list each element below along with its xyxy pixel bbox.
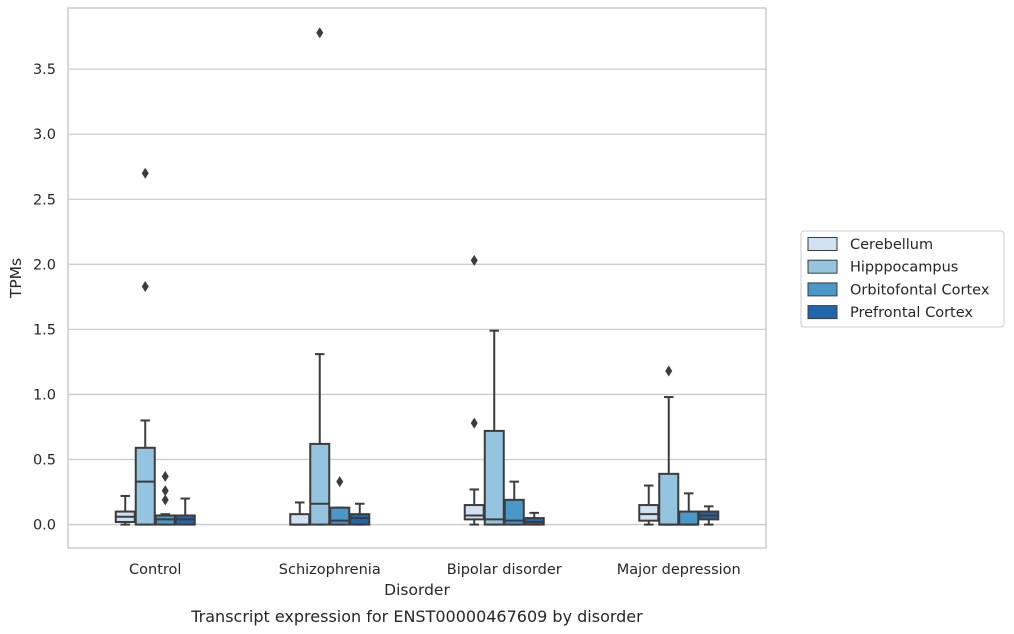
box-orbitofontal-cortex (503, 480, 525, 526)
outlier-point (470, 254, 478, 266)
box-iqr (134, 446, 156, 526)
category-group (463, 254, 545, 526)
box-hipppocampus (483, 329, 505, 526)
grid-lines (68, 68, 766, 526)
category-group (289, 27, 371, 526)
y-tick-label: 1.0 (33, 387, 56, 403)
box-iqr (678, 510, 700, 526)
outlier-point (316, 27, 324, 39)
box-iqr (289, 513, 311, 526)
outlier-point (161, 485, 169, 497)
y-tick-label: 3.5 (33, 62, 56, 78)
x-tick-label: Schizophrenia (279, 562, 381, 578)
outlier-point (665, 365, 673, 377)
y-tick-label: 1.5 (33, 322, 56, 338)
y-tick-label: 3.0 (33, 127, 56, 143)
box-iqr (503, 498, 525, 526)
box-hipppocampus (134, 167, 156, 526)
legend-swatch (807, 282, 838, 297)
legend-swatch (807, 237, 838, 251)
box-prefrontal-cortex (698, 505, 720, 526)
legend-item: Prefrontal Cortex (807, 305, 973, 321)
x-tick-labels: Control Schizophrenia Bipolar disorder Majo… (129, 562, 741, 578)
box-hipppocampus (309, 27, 331, 526)
y-tick-label: 2.5 (33, 192, 56, 208)
y-tick-label: 2.0 (33, 257, 56, 273)
plot-background (68, 8, 766, 548)
outlier-point (470, 417, 478, 429)
box-prefrontal-cortex (174, 497, 196, 526)
box-prefrontal-cortex (349, 502, 371, 526)
outlier-point (336, 476, 344, 488)
figure-caption: Transcript expression for ENST0000046760… (190, 607, 643, 626)
outlier-point (161, 494, 169, 506)
legend-swatch (807, 305, 838, 320)
category-group (114, 167, 196, 526)
legend-item: Cerebellum (807, 237, 933, 253)
legend-item: Hipppocampus (807, 259, 958, 276)
outlier-point (141, 167, 149, 179)
legend-item: Orbitofontal Cortex (807, 282, 990, 298)
x-tick-label: Bipolar disorder (447, 562, 562, 578)
category-group (638, 365, 720, 526)
y-axis-title: TPMs (7, 258, 25, 299)
legend: Cerebellum Hipppocampus Orbitofontal Corte… (800, 230, 1005, 328)
outlier-point (161, 470, 169, 482)
box-iqr (329, 506, 351, 526)
box-iqr (349, 513, 371, 526)
box-prefrontal-cortex (523, 511, 545, 526)
outlier-point (141, 280, 149, 292)
x-axis-title: Disorder (384, 581, 450, 599)
legend-items: Cerebellum Hipppocampus Orbitofontal Corte… (807, 237, 990, 321)
y-tick-label: 0.0 (33, 518, 56, 534)
box-hipppocampus (658, 365, 680, 526)
x-tick-label: Control (129, 562, 181, 578)
legend-label: Prefrontal Cortex (850, 305, 973, 321)
box-iqr (658, 472, 680, 526)
x-tick-label: Major depression (617, 562, 741, 578)
legend-swatch (807, 259, 838, 274)
legend-label: Orbitofontal Cortex (850, 282, 990, 298)
box-iqr (309, 442, 331, 526)
box-iqr (463, 504, 485, 521)
legend-label: Cerebellum (850, 237, 933, 253)
y-tick-labels: 0.0 0.5 1.0 1.5 2.0 2.5 3.0 3.5 (33, 62, 56, 533)
plot-frame (67, 7, 767, 549)
y-tick-label: 0.5 (33, 453, 56, 469)
box-cerebellum (638, 484, 660, 526)
legend-frame (800, 230, 1005, 328)
box-iqr (483, 429, 505, 526)
box-orbitofontal-cortex (329, 476, 351, 526)
legend-label: Hipppocampus (850, 260, 958, 276)
box-iqr (638, 504, 660, 522)
box-groups (114, 27, 720, 526)
